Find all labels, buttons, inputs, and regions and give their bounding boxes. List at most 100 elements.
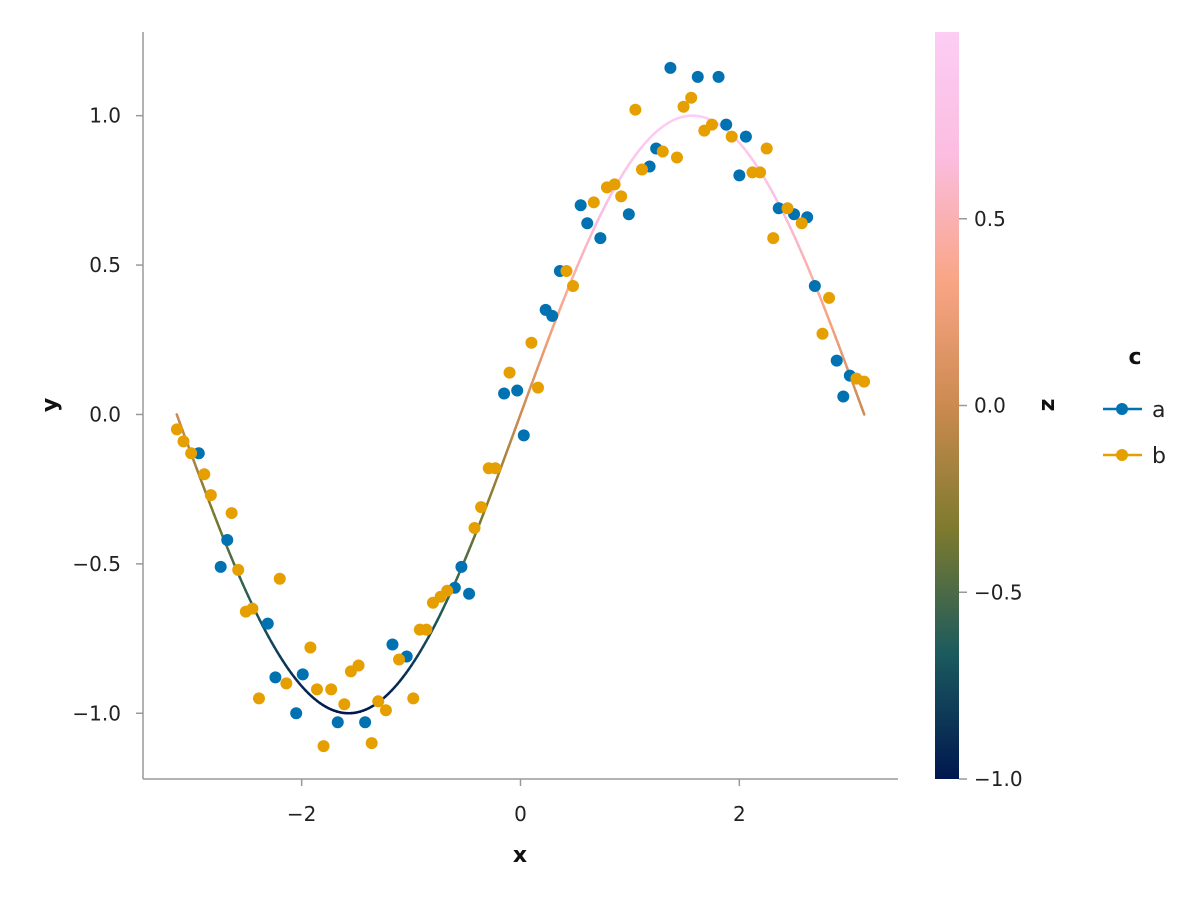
curve-segment — [542, 343, 548, 354]
x-axis-label: x — [513, 843, 527, 868]
curve-segment — [212, 512, 219, 523]
legend-marker-b — [1116, 449, 1128, 461]
scatter-point-a — [837, 390, 850, 403]
scatter-point-b — [325, 683, 338, 696]
curve-segment — [556, 306, 562, 316]
scatter-point-b — [781, 202, 794, 215]
scatter-point-a — [664, 61, 677, 74]
scatter-point-b — [503, 366, 516, 379]
curve-segment — [175, 413, 181, 424]
curve-segment — [209, 505, 216, 516]
scatter-point-b — [420, 623, 433, 636]
scatter-point-b — [532, 381, 545, 394]
curve-segment — [533, 366, 539, 377]
scatter-point-b — [816, 327, 829, 340]
scatter-point-b — [185, 447, 198, 460]
scatter-point-b — [441, 584, 454, 597]
colorbar-tick-label: 0.0 — [974, 394, 1006, 418]
curve-segment — [516, 413, 522, 424]
scatter-point-b — [365, 737, 378, 750]
scatter-point-a — [574, 199, 587, 212]
scatter-point-a — [517, 429, 530, 442]
curve-segment — [510, 428, 517, 440]
scatter-point-b — [858, 375, 871, 388]
curve-segment — [822, 306, 829, 316]
legend-label-a: a — [1152, 398, 1165, 423]
scatter-point-b — [379, 704, 392, 717]
scatter-point-a — [290, 707, 303, 720]
curve-segment — [860, 405, 866, 416]
y-tick-label: −0.5 — [72, 552, 121, 576]
scatter-point-a — [296, 668, 309, 681]
scatter-point-a — [622, 208, 635, 221]
scatter-point-a — [691, 70, 704, 83]
curve-segment — [837, 343, 843, 354]
scatter-point-b — [475, 501, 488, 514]
curve-segment — [513, 421, 519, 432]
legend-title: c — [1128, 345, 1141, 370]
scatter-point-b — [338, 698, 351, 711]
curve-segment — [559, 298, 565, 309]
curve-segment — [854, 389, 860, 401]
scatter-point-b — [393, 653, 406, 666]
scatter-point-a — [830, 354, 843, 367]
scatter-point-a — [712, 70, 725, 83]
curve-segment — [547, 328, 554, 339]
curve-segment — [842, 358, 849, 369]
y-tick-label: 0.5 — [89, 253, 121, 277]
scatter-point-a — [386, 638, 399, 651]
scatter-point-b — [629, 103, 642, 116]
colorbar: z −1.0 −0.5 0.0 0.5 — [935, 32, 1060, 791]
scatter-point-b — [767, 232, 780, 245]
curve-segment — [490, 482, 496, 494]
scatter-point-b — [525, 336, 538, 349]
scatter-point-b — [567, 279, 580, 292]
scatter-point-b — [635, 163, 648, 176]
scatter-point-b — [372, 695, 385, 708]
scatter-point-a — [498, 387, 511, 400]
colorbar-tick-label: −0.5 — [974, 580, 1023, 604]
scatter-point-b — [232, 563, 245, 576]
curve-segment — [530, 374, 537, 385]
curve-segment — [831, 328, 837, 339]
scatter-point-a — [772, 202, 785, 215]
scatter-point-b — [198, 468, 211, 481]
y-tick-label: 1.0 — [89, 104, 121, 128]
scatter-point-b — [352, 659, 365, 672]
scatter-point-a — [733, 169, 746, 182]
scatter-point-b — [310, 683, 323, 696]
scatter-point-b — [608, 178, 621, 191]
scatter-point-b — [670, 151, 683, 164]
x-tick-label: −2 — [287, 802, 316, 826]
scatter-point-a — [581, 217, 594, 230]
scatter-point-a — [261, 617, 274, 630]
scatter-point-b — [705, 118, 718, 131]
curve-segment — [487, 490, 494, 501]
curve-segment — [545, 335, 551, 346]
curve-segment — [851, 381, 857, 393]
scatter-point-a — [359, 716, 372, 729]
scatter-point-a — [808, 279, 821, 292]
curve-segment — [502, 452, 508, 463]
curve-segment — [536, 358, 542, 369]
curve-segment — [201, 482, 207, 494]
plot-area — [170, 61, 871, 753]
curve-segment — [470, 534, 476, 545]
scatter-point-b — [615, 190, 628, 203]
curve-segment — [519, 405, 525, 416]
curve-segment — [857, 397, 863, 408]
curve-segment — [817, 291, 823, 302]
colorbar-gradient — [935, 32, 959, 779]
scatter-point-b — [252, 692, 265, 705]
scatter-point-a — [546, 309, 559, 322]
curve-segment — [493, 475, 499, 486]
curve-segment — [524, 389, 531, 401]
scatter-point-a — [463, 587, 476, 600]
y-axis-label: y — [38, 398, 63, 412]
colorbar-tick-label: −1.0 — [974, 767, 1023, 791]
scatter-point-b — [280, 677, 293, 690]
scatter-point-b — [677, 100, 690, 113]
curve-segment — [218, 527, 224, 538]
scatter-point-a — [269, 671, 282, 684]
scatter-point-b — [560, 265, 573, 278]
